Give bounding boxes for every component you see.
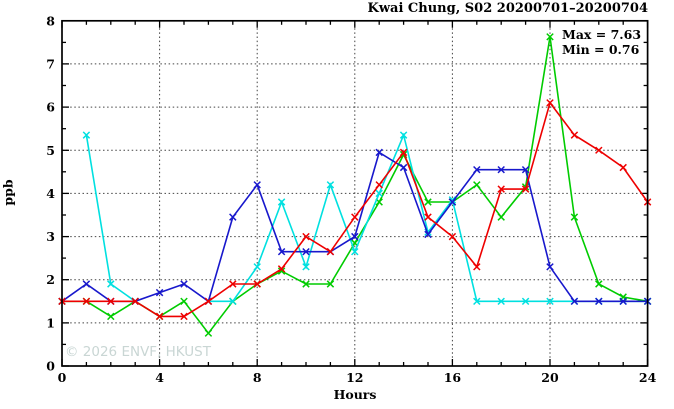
x-tick-label: 16 bbox=[444, 370, 462, 385]
plot-border bbox=[61, 19, 649, 367]
y-tick-label: 4 bbox=[46, 186, 55, 201]
series-red bbox=[58, 99, 652, 321]
y-tick-label: 7 bbox=[46, 56, 55, 71]
y-tick-label: 2 bbox=[46, 272, 55, 287]
y-tick-label: 0 bbox=[46, 359, 55, 374]
x-tick-label: 4 bbox=[155, 370, 164, 385]
x-tick-label: 8 bbox=[253, 370, 262, 385]
min-value-label: Min = 0.76 bbox=[562, 41, 640, 57]
y-tick-label: 3 bbox=[46, 229, 55, 244]
x-tick-label: 12 bbox=[346, 370, 363, 385]
y-tick-label: 5 bbox=[46, 143, 55, 158]
max-value-label: Max = 7.63 bbox=[562, 27, 642, 42]
watermark: © 2026 ENVF, HKUST bbox=[65, 344, 211, 360]
max-min-annotation: Max = 7.63 Min = 0.76 bbox=[562, 27, 642, 57]
x-tick-label: 24 bbox=[639, 370, 657, 385]
x-tick-label: 0 bbox=[58, 370, 67, 385]
x-axis-label: Hours bbox=[333, 387, 377, 402]
y-tick-label: 6 bbox=[46, 100, 55, 115]
y-axis-label: ppb bbox=[0, 179, 16, 206]
y-tick-label: 1 bbox=[46, 315, 55, 330]
y-tick-label: 8 bbox=[46, 13, 55, 28]
x-tick-label: 20 bbox=[541, 370, 559, 385]
chart-title: Kwai Chung, S02 20200701–20200704 bbox=[367, 1, 648, 16]
